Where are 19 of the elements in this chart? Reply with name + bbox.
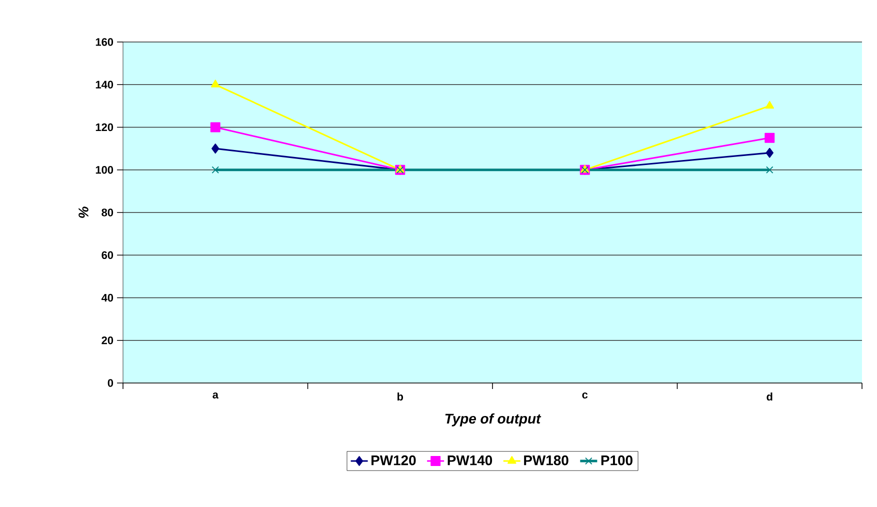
y-tick-label: 140 [96,80,114,88]
x-tick-label: d [766,392,772,401]
y-axis-title: % [78,206,88,218]
y-tick-label: 20 [102,336,114,344]
x-tick-label: c [582,392,588,399]
x-axis-title: Type of output [445,413,542,426]
legend-label: P100 [601,455,632,466]
y-tick-label: 100 [96,166,114,174]
x-tick-label: b [398,392,404,401]
y-tick-label: 120 [96,123,114,132]
y-tick-label: 0 [108,379,114,387]
y-tick-label: 160 [96,38,114,46]
legend-label: PW180 [524,455,568,466]
legend-label: PW120 [372,455,416,466]
y-tick-label: 40 [101,294,114,302]
y-tick-label: 80 [102,208,114,216]
x-tick-label: a [212,392,218,399]
legend-label: PW140 [448,455,492,466]
y-tick-label: 60 [102,251,114,260]
